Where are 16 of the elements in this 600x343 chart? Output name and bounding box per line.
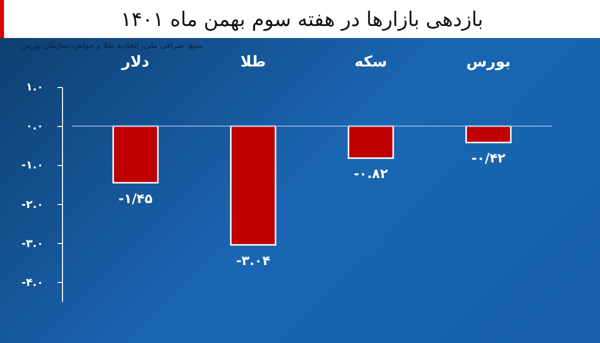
data-label: -۰.۸۲ <box>354 167 388 182</box>
data-label: -۳.۰۴ <box>236 254 270 269</box>
y-tick-label: ۰.۰ <box>26 120 44 133</box>
y-tick-label: -۲.۰ <box>21 198 44 211</box>
x-tick-label: طلا <box>240 52 266 70</box>
y-tick-label: -۴.۰ <box>21 276 44 289</box>
y-tick-label: -۳.۰ <box>21 236 44 250</box>
y-tick-label: ۱.۰ <box>26 80 44 94</box>
chart-title: بازدهی بازارها در هفته سوم بهمن ماه ۱۴۰۱ <box>0 0 600 38</box>
x-tick-label: سکه <box>354 52 388 70</box>
data-label: -۰/۴۲ <box>471 152 506 167</box>
x-tick-label: بورس <box>466 52 511 70</box>
x-tick-label: دلار <box>120 52 150 70</box>
text: منبع: صرافی ملی، اتحادیه طلا و جواهر، سازمان بورس <box>20 41 203 50</box>
y-tick-label: -۱.۰ <box>21 158 44 172</box>
data-label: -۱/۴۵ <box>118 192 153 207</box>
